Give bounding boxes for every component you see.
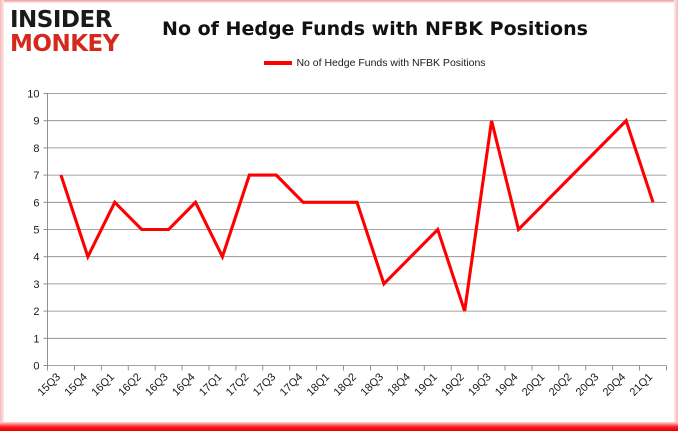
x-axis-tick-label: 20Q4 [601, 371, 629, 399]
x-axis-tick-label: 18Q2 [332, 371, 360, 399]
x-axis-tick-label: 21Q1 [628, 371, 656, 399]
y-axis-tick-label: 7 [33, 170, 39, 182]
x-axis-tick-label: 18Q4 [385, 371, 413, 399]
y-axis-tick-label: 9 [33, 116, 39, 128]
y-axis-tick-label: 0 [33, 361, 39, 373]
legend-line-swatch [264, 61, 293, 65]
x-axis-labels-group: 15Q3 15Q4 16Q1 16Q2 16Q3 16Q4 17Q1 17Q2 17Q3 17Q4… [36, 371, 656, 399]
x-axis-tick-label: 17Q1 [197, 371, 225, 399]
x-axis-tick-label: 17Q2 [224, 371, 252, 399]
x-axis-tick-label: 18Q1 [305, 371, 333, 399]
y-axis-tick-label: 3 [33, 279, 39, 291]
y-axis-tick-label: 2 [33, 306, 39, 318]
logo-text-monkey: MONKEY [10, 31, 119, 57]
x-axis-tick-label: 19Q3 [466, 371, 494, 399]
x-axis-tick-label: 20Q3 [574, 371, 602, 399]
page-title: No of Hedge Funds with NFBK Positions [162, 18, 588, 40]
series-group [59, 117, 655, 312]
y-axis-tick-label: 10 [27, 89, 39, 101]
x-axis-tick-label: 20Q1 [520, 371, 548, 399]
x-axis-tick-label: 16Q4 [170, 371, 198, 399]
y-axis-ticks-group: 0 1 2 3 4 5 6 7 8 9 10 [27, 89, 48, 373]
x-axis-tick-label: 18Q3 [359, 371, 387, 399]
x-axis-tick-label: 15Q4 [62, 371, 90, 399]
x-axis-tick-label: 17Q4 [278, 371, 306, 399]
x-axis-tick-label: 16Q3 [143, 371, 171, 399]
insider-monkey-logo: INSIDER MONKEY [10, 9, 135, 56]
page-border-bottom [0, 422, 678, 431]
y-axis-tick-label: 5 [33, 225, 39, 237]
x-axis-tick-label: 15Q3 [36, 371, 64, 399]
logo-text-insider: INSIDER [10, 7, 112, 33]
series-line-nfbk-positions [59, 117, 655, 312]
chart-legend: No of Hedge Funds with NFBK Positions [140, 57, 610, 69]
page-border-left [0, 0, 4, 431]
y-axis-tick-label: 8 [33, 143, 39, 155]
page-border-right [674, 0, 678, 431]
y-axis-tick-label: 6 [33, 197, 39, 209]
x-axis-tick-label: 20Q2 [547, 371, 575, 399]
y-axis-tick-label: 1 [33, 333, 39, 345]
x-axis-tick-label: 19Q1 [412, 371, 440, 399]
x-axis-tick-label: 16Q1 [89, 371, 117, 399]
x-axis-ticks-group [47, 365, 667, 371]
y-axis-tick-label: 4 [33, 252, 39, 264]
legend-entry-label: No of Hedge Funds with NFBK Positions [296, 57, 486, 69]
x-axis-tick-label: 19Q4 [493, 371, 521, 399]
x-axis-tick-label: 16Q2 [116, 371, 144, 399]
x-axis-tick-label: 19Q2 [439, 371, 467, 399]
x-axis-tick-label: 17Q3 [251, 371, 279, 399]
page-border-top [0, 0, 678, 3]
